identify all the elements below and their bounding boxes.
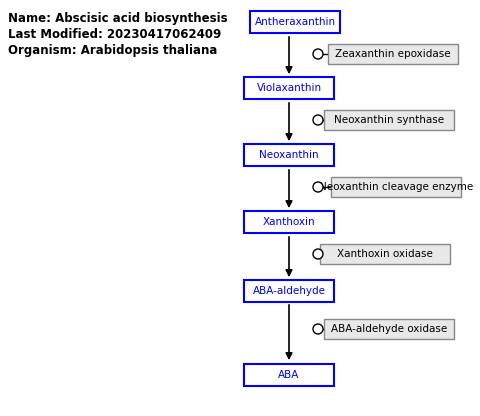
Text: ABA-aldehyde oxidase: ABA-aldehyde oxidase [331,324,447,334]
Text: ABA: ABA [278,370,300,380]
Bar [250,11,340,33]
Circle shape [313,182,323,192]
Text: Neoxanthin synthase: Neoxanthin synthase [334,115,444,125]
Text: Xanthoxin oxidase: Xanthoxin oxidase [337,249,433,259]
Bar [244,211,334,233]
Circle shape [313,249,323,259]
Text: Antheraxanthin: Antheraxanthin [254,17,336,27]
Text: Neoxanthin: Neoxanthin [259,150,319,160]
Text: ABA-aldehyde: ABA-aldehyde [252,286,325,296]
Text: Violaxanthin: Violaxanthin [256,83,322,93]
Text: Zeaxanthin epoxidase: Zeaxanthin epoxidase [335,49,451,59]
Bar [328,44,458,64]
Text: Neoxanthin cleavage enzyme: Neoxanthin cleavage enzyme [319,182,473,192]
Bar [324,319,454,339]
Circle shape [313,49,323,59]
Text: Last Modified: 20230417062409: Last Modified: 20230417062409 [8,28,221,41]
Bar [324,110,454,130]
Bar [320,244,450,264]
Text: Organism: Arabidopsis thaliana: Organism: Arabidopsis thaliana [8,44,217,57]
Bar [244,364,334,386]
Bar [244,77,334,99]
Text: Name: Abscisic acid biosynthesis: Name: Abscisic acid biosynthesis [8,12,228,25]
Text: Xanthoxin: Xanthoxin [263,217,315,227]
Circle shape [313,115,323,125]
Bar [244,280,334,302]
Circle shape [313,324,323,334]
Bar [331,177,461,197]
Bar [244,144,334,166]
